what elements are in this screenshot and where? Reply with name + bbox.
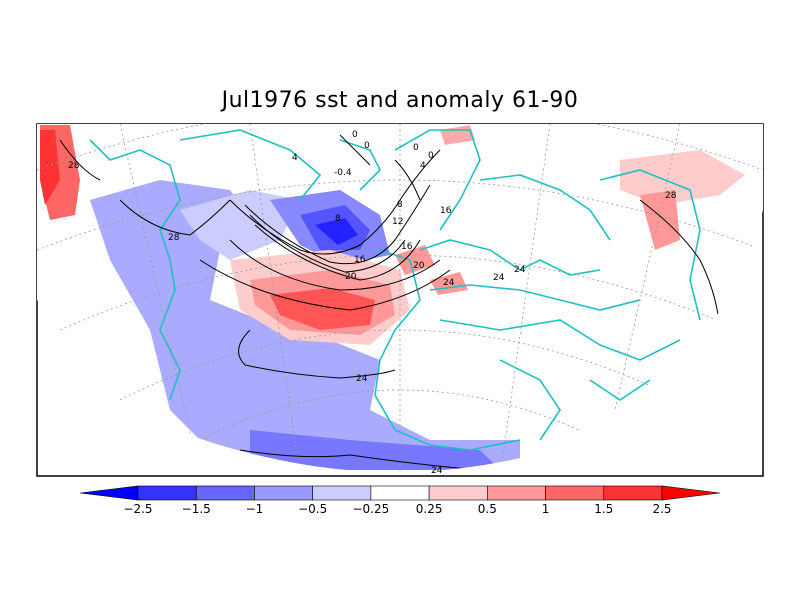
contour-label: 12 xyxy=(392,217,403,227)
colorbar-tick-label: −1 xyxy=(245,502,264,516)
colorbar-box xyxy=(254,485,313,501)
coastlines xyxy=(89,129,701,451)
colorbar xyxy=(79,485,721,501)
colorbar-tick-label: −1.5 xyxy=(181,502,211,516)
contour-label: 4 xyxy=(292,153,298,163)
anomaly-pale-blue xyxy=(180,190,300,260)
contour-label: 0 xyxy=(428,151,434,161)
contour-label: 24 xyxy=(431,466,443,476)
contour-label: -0.4 xyxy=(334,168,352,178)
contour-label: 16 xyxy=(354,255,366,265)
contour-label: 28 xyxy=(68,161,80,171)
colorbar-box xyxy=(545,485,605,501)
colorbar-tick-label: −0.5 xyxy=(298,502,328,516)
contour-label: 20 xyxy=(345,272,357,282)
anomaly-blue-south xyxy=(250,430,500,470)
contour-label: 0 xyxy=(352,130,358,140)
colorbar-tick-label: 0.25 xyxy=(415,502,443,516)
colorbar-low-arrow xyxy=(79,485,139,501)
anomaly-light-blue-atlantic xyxy=(90,180,520,470)
contour-label: 24 xyxy=(493,273,505,283)
colorbar-high-arrow xyxy=(661,485,721,501)
contour-label: 8 xyxy=(335,214,341,224)
contour-labels: 28 28 4 0 0 0 -0.4 0 4 8 8 12 16 16 16 2… xyxy=(68,130,677,476)
colorbar-box xyxy=(487,485,546,501)
anomaly-red-biscay xyxy=(395,245,435,275)
colorbar-box xyxy=(312,485,372,501)
contour-label: 0 xyxy=(413,143,419,153)
anomaly-pink-east xyxy=(620,150,745,205)
colorbar-tick-label: 1 xyxy=(541,502,550,516)
anomaly-red-west-core xyxy=(40,130,60,205)
colorbar-tick-label: 2.5 xyxy=(652,502,672,516)
contour-label: 24 xyxy=(443,278,455,288)
colorbar-box xyxy=(195,485,255,501)
colorbar-tick-label: −0.25 xyxy=(352,502,390,516)
colorbar-box xyxy=(137,485,197,501)
contour-label: 4 xyxy=(420,161,426,171)
contour-label: 20 xyxy=(413,261,425,271)
colorbar-box xyxy=(370,485,430,501)
sst-contours xyxy=(59,134,721,471)
contour-label: 28 xyxy=(168,233,180,243)
colorbar-tick-label: −2.5 xyxy=(123,502,153,516)
colorbar-box xyxy=(428,485,488,501)
colorbar-box xyxy=(603,485,663,501)
anomaly-blue-core-inner xyxy=(315,218,358,245)
contour-label: 8 xyxy=(397,200,403,210)
anomaly-red-east xyxy=(640,190,680,250)
contour-label: 24 xyxy=(356,374,368,384)
colorbar-tick-label: 0.5 xyxy=(477,502,497,516)
contour-label: 24 xyxy=(514,265,526,275)
colorbar-tick-label: 1.5 xyxy=(594,502,614,516)
anomaly-red-inner xyxy=(270,288,375,330)
contour-label: 28 xyxy=(665,191,677,201)
contour-label: 16 xyxy=(440,206,452,216)
contour-label: 16 xyxy=(401,242,413,252)
map-title: Jul1976 sst and anomaly 61-90 xyxy=(221,88,579,113)
contour-label: 0 xyxy=(364,141,370,151)
